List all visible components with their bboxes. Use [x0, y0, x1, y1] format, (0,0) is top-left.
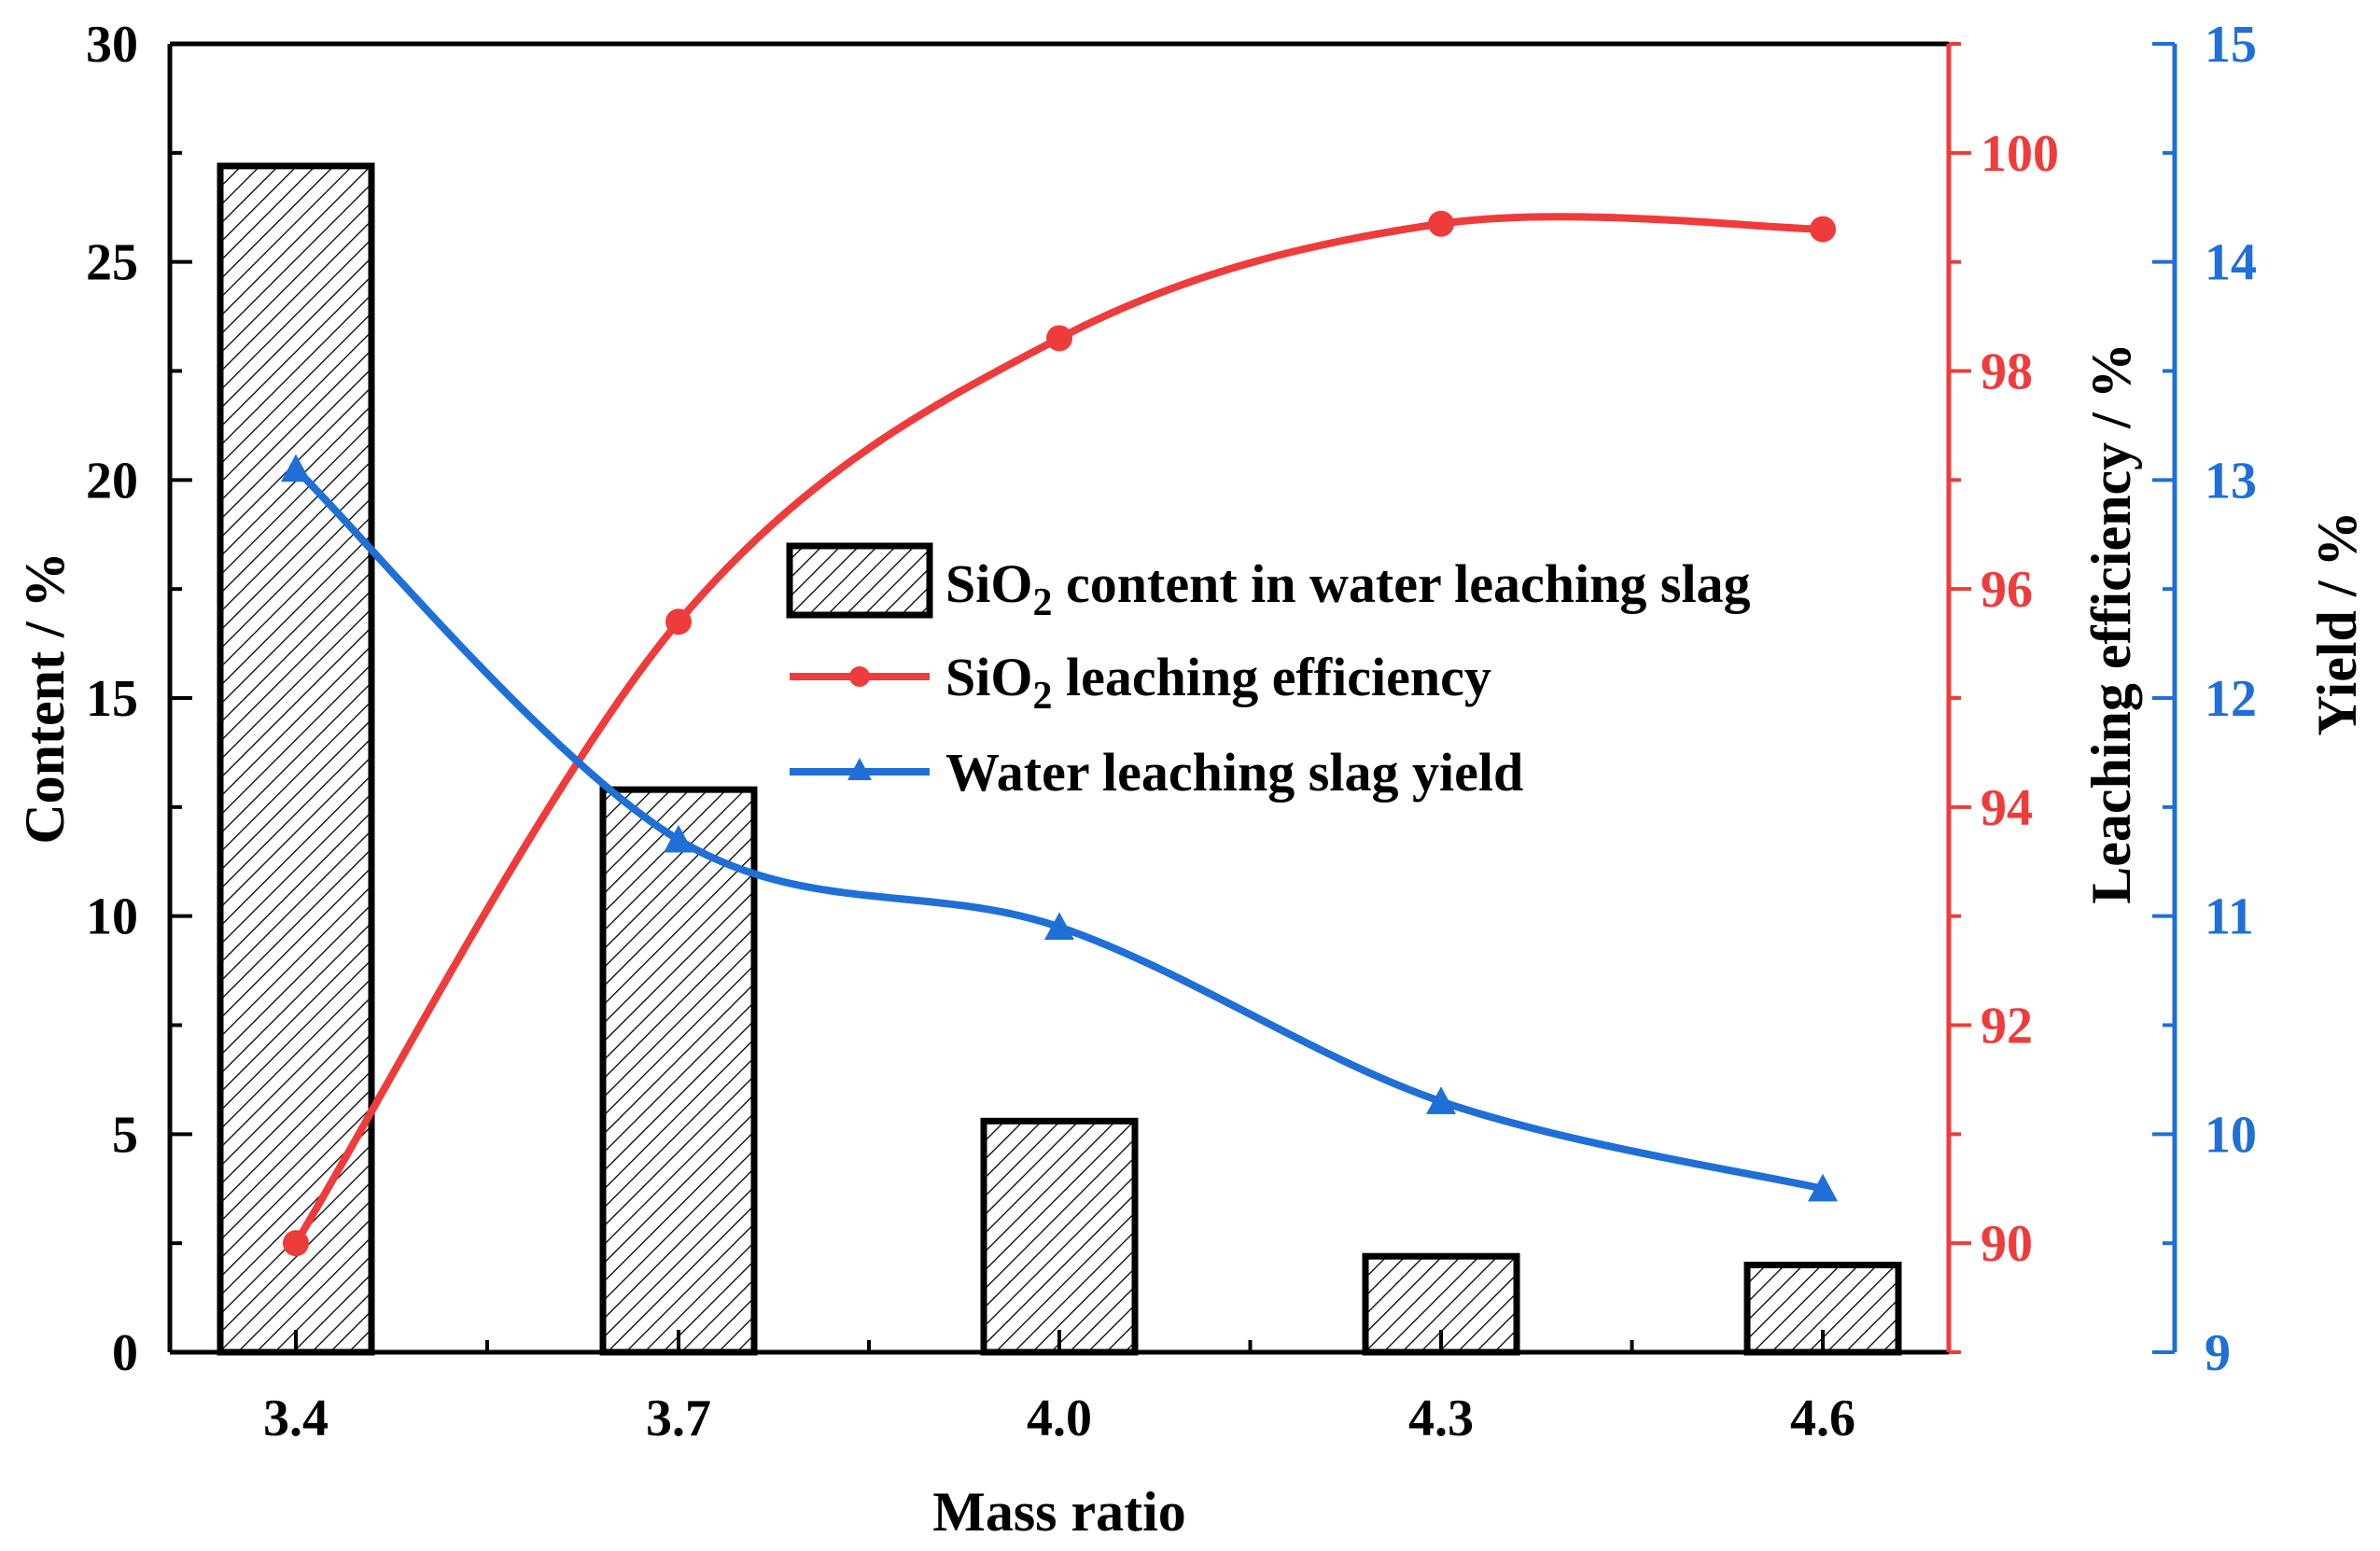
efficiency-point [283, 1230, 309, 1257]
x-tick-label: 4.3 [1408, 1390, 1474, 1447]
bar [980, 1117, 1139, 1356]
yield-line [293, 466, 1824, 1193]
efficiency-point [665, 608, 692, 636]
bar [1743, 1262, 1902, 1356]
left-tick-label: 30 [86, 16, 138, 74]
legend-bar-label: SiO2 content in water leaching slag [945, 553, 1751, 624]
yield-point [1426, 1086, 1456, 1114]
x-axis-title: Mass ratio [932, 1481, 1186, 1543]
yield-point [664, 824, 693, 853]
yield-axis-ticks: 9 10 11 12 13 14 15 [2152, 16, 2257, 1382]
legend-yield-label: Water leaching slag yield [945, 742, 1523, 803]
yield-point [1044, 912, 1074, 940]
yield-point [1808, 1173, 1838, 1202]
left-tick-label: 20 [86, 452, 138, 510]
bar-series [217, 162, 1902, 1356]
yield-series [281, 454, 1838, 1202]
left-tick-label: 10 [86, 888, 138, 946]
x-tick-label: 3.7 [646, 1390, 711, 1447]
left-tick-label: 15 [86, 670, 138, 728]
efficiency-tick-label: 98 [1981, 343, 2033, 401]
efficiency-tick-label: 92 [1981, 998, 2033, 1055]
yield-tick-label: 13 [2205, 452, 2257, 510]
left-tick-label: 25 [86, 234, 138, 292]
efficiency-point [1810, 216, 1836, 243]
efficiency-line [292, 213, 1824, 1246]
yield-point [281, 454, 311, 482]
efficiency-tick-label: 96 [1981, 561, 2033, 619]
bar [1362, 1252, 1520, 1356]
legend-bar-swatch [786, 542, 933, 619]
yield-axis-title: Yield / % [2306, 510, 2368, 735]
efficiency-series [283, 210, 1836, 1257]
yield-tick-label: 14 [2205, 234, 2257, 292]
left-tick-label: 5 [112, 1106, 138, 1164]
yield-tick-label: 10 [2205, 1106, 2257, 1164]
yield-tick-label: 15 [2205, 16, 2257, 74]
yield-tick-label: 11 [2205, 888, 2254, 946]
efficiency-tick-label: 94 [1981, 779, 2033, 837]
efficiency-point [1428, 210, 1454, 237]
x-tick-label: 3.4 [263, 1390, 329, 1447]
efficiency-axis-title: Leaching efficiency / % [2080, 342, 2142, 904]
legend-efficiency-marker [849, 666, 870, 687]
legend-yield-marker [847, 758, 872, 780]
left-tick-label: 0 [112, 1324, 138, 1382]
efficiency-point [1046, 325, 1072, 352]
legend: SiO2 content in water leaching slag SiO2… [786, 542, 1751, 803]
legend-efficiency-label: SiO2 leaching efficiency [945, 647, 1491, 718]
yield-tick-label: 9 [2205, 1324, 2231, 1382]
yield-tick-label: 12 [2205, 670, 2257, 728]
left-axis-ticks: 0 5 10 15 20 25 30 [86, 16, 192, 1382]
efficiency-tick-label: 90 [1981, 1215, 2033, 1273]
x-tick-label: 4.0 [1027, 1390, 1092, 1447]
x-axis-ticks: 3.4 3.7 4.0 4.3 4.6 [263, 1330, 1855, 1447]
left-axis-title: Content / % [14, 552, 76, 844]
bar [217, 162, 375, 1356]
efficiency-tick-label: 100 [1981, 125, 2059, 183]
bar [599, 786, 758, 1356]
efficiency-axis-ticks: 90 92 94 96 98 100 [1949, 42, 2059, 1354]
x-tick-label: 4.6 [1790, 1390, 1855, 1447]
